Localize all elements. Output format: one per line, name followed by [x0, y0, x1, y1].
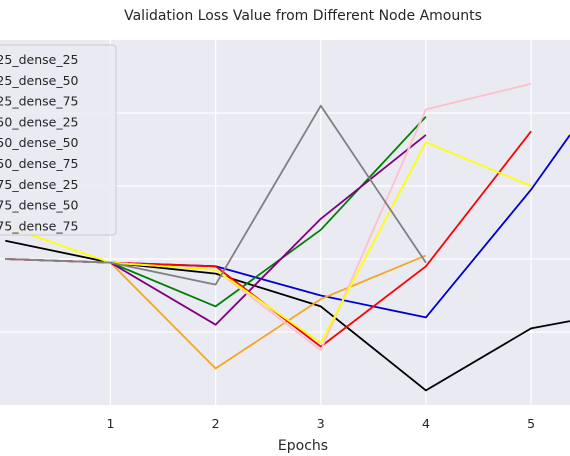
series-lines: [5, 82, 570, 392]
legend-entry: m_50_dense_25: [0, 114, 79, 129]
legend-entry: m_75_dense_50: [0, 198, 79, 213]
series-line-m-75-dense-75: [5, 104, 427, 286]
legend-entry: m_50_dense_75: [0, 156, 79, 171]
series-line-m-75-dense-50: [5, 141, 532, 344]
legend-box: [0, 44, 117, 236]
x-tick-label: 5: [527, 416, 535, 431]
legend: m_25_dense_25 m_25_dense_50 m_25_dense_75m…: [0, 44, 117, 236]
legend-entry: m_25_dense_50: [0, 73, 79, 88]
legend-entry: m_25_dense_25: [0, 52, 79, 67]
legend-entry: m_75_dense_25: [0, 177, 79, 192]
legend-entry: m_50_dense_50: [0, 135, 79, 150]
chart-title: Validation Loss Value from Different Nod…: [124, 8, 482, 24]
x-tick-label: 2: [212, 416, 220, 431]
legend-entry: m_75_dense_75: [0, 218, 79, 233]
x-axis-label: Epochs: [278, 438, 328, 454]
x-tick-label: 4: [422, 416, 430, 431]
x-tick-labels: 1 2 3 4 5: [106, 416, 535, 431]
x-tick-label: 1: [106, 416, 114, 431]
legend-entry: m_25_dense_75: [0, 94, 79, 109]
x-tick-label: 3: [317, 416, 325, 431]
